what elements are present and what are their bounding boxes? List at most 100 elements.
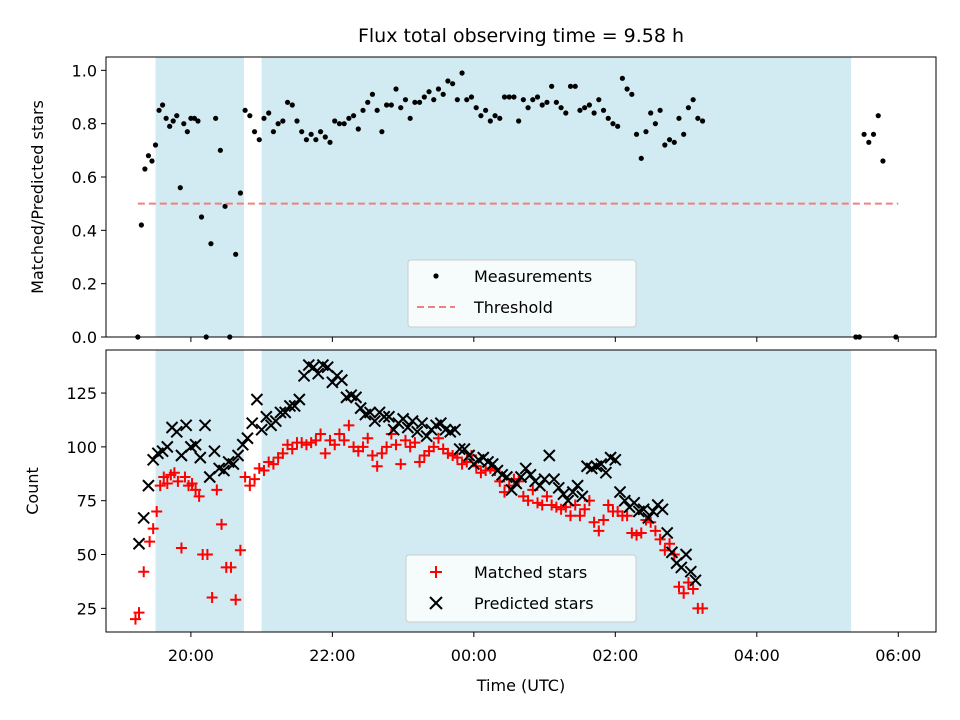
top-measurements-point-83 <box>506 94 512 100</box>
top-ytick-label-0: 0.0 <box>72 328 97 347</box>
top-measurements-point-92 <box>549 83 555 89</box>
top-measurements-point-38 <box>294 118 300 124</box>
bottom-predicted-stars-point-50 <box>368 414 382 428</box>
bottom-predicted-stars-point-20 <box>227 457 240 471</box>
top-measurements-point-121 <box>685 105 692 111</box>
bottom-predicted-stars-point-59 <box>411 425 424 439</box>
top-measurements-point-20 <box>208 241 214 247</box>
bottom-matched-stars-point-33 <box>267 458 279 470</box>
top-measurements-point-86 <box>520 97 526 103</box>
bottom-matched-stars-point-24 <box>225 561 237 573</box>
top-measurements-point-84 <box>511 94 517 100</box>
bottom-matched-stars-point-2 <box>138 566 150 578</box>
top-measurements-point-115 <box>657 107 663 113</box>
top-measurements-point-129 <box>870 131 877 137</box>
bottom-matched-stars-point-108 <box>621 510 633 522</box>
top-measurements-point-46 <box>332 118 338 124</box>
top-measurements-point-127 <box>861 131 867 137</box>
top-measurements-point-11 <box>174 113 180 119</box>
bottom-matched-stars-point-67 <box>428 441 440 453</box>
bottom-matched-stars-point-111 <box>635 527 647 539</box>
bottom-matched-stars-point-58 <box>385 428 397 440</box>
top-measurements-point-87 <box>525 105 531 111</box>
xtick-label-5: 06:00 <box>875 646 921 665</box>
top-measurements-point-28 <box>247 113 253 119</box>
top-measurements-point-14 <box>184 129 190 135</box>
bottom-predicted-stars-point-37 <box>307 361 320 374</box>
top-measurements-point-68 <box>435 86 442 92</box>
bottom-matched-stars-point-21 <box>211 484 223 496</box>
bottom-matched-stars-point-4 <box>147 523 159 535</box>
bottom-matched-stars-point-87 <box>522 495 534 507</box>
top-measurements-point-98 <box>577 107 583 113</box>
top-measurements-point-6 <box>156 107 162 113</box>
bottom-matched-stars-point-63 <box>409 437 421 449</box>
top-measurements-point-97 <box>572 83 578 89</box>
top-measurements-point-111 <box>638 155 644 161</box>
bottom-matched-stars-point-92 <box>546 499 558 511</box>
bottom-matched-stars-point-109 <box>626 527 638 539</box>
bottom-predicted-stars-point-107 <box>637 503 650 516</box>
bottom-predicted-stars-point-22 <box>236 438 249 451</box>
bottom-matched-stars-point-119 <box>673 581 685 593</box>
bottom-matched-stars-point-32 <box>263 456 275 468</box>
bottom-predicted-stars-point-83 <box>524 468 537 482</box>
legend-matched-label: Matched stars <box>474 563 587 582</box>
bottom-predicted-stars-point-47 <box>354 401 367 415</box>
top-measurements-point-93 <box>553 99 559 105</box>
top-measurements-point-99 <box>582 105 588 111</box>
top-measurements-point-40 <box>303 137 310 143</box>
bottom-ytick-label-0: 25 <box>77 599 97 618</box>
top-measurements-point-43 <box>317 129 324 135</box>
bottom-predicted-stars-point-13 <box>194 451 207 464</box>
top-measurements-point-5 <box>152 142 159 148</box>
bottom-predicted-stars-point-30 <box>274 406 287 419</box>
bottom-predicted-stars-point-34 <box>293 393 306 406</box>
bottom-predicted-stars-point-92 <box>566 485 580 499</box>
bottom-matched-stars-point-124 <box>697 602 709 614</box>
bottom-predicted-stars-point-54 <box>387 423 400 436</box>
top-measurements-point-2 <box>142 166 148 172</box>
bottom-matched-stars-point-64 <box>414 456 426 468</box>
xtick-label-1: 22:00 <box>309 646 355 665</box>
bottom-matched-stars-point-26 <box>234 544 246 556</box>
top-measurements-point-58 <box>388 102 394 108</box>
bottom-predicted-stars-point-23 <box>241 432 254 445</box>
bottom-matched-stars-point-52 <box>357 441 369 453</box>
bottom-matched-stars-point-57 <box>381 441 393 453</box>
bottom-matched-stars-point-16 <box>190 484 202 496</box>
top-measurements-point-76 <box>473 105 479 111</box>
bottom-matched-stars-point-114 <box>649 525 661 537</box>
bottom-matched-stars-point-73 <box>456 458 468 470</box>
bottom-matched-stars-point-29 <box>249 473 261 485</box>
top-measurements-point-67 <box>431 97 437 103</box>
bottom-predicted-stars-point-115 <box>675 561 688 574</box>
top-measurements-point-55 <box>374 107 380 113</box>
top-measurements-point-77 <box>478 113 484 119</box>
bottom-matched-stars-point-54 <box>366 449 378 461</box>
bottom-predicted-stars-point-60 <box>415 416 429 430</box>
bottom-predicted-stars-point-12 <box>189 438 202 451</box>
bottom-matched-stars-point-37 <box>286 443 298 455</box>
bottom-matched-stars-point-44 <box>319 447 331 459</box>
top-measurements-point-122 <box>690 97 696 103</box>
bottom-matched-stars-point-3 <box>144 536 156 548</box>
x-axis-label: Time (UTC) <box>476 676 565 695</box>
bottom-predicted-stars-point-112 <box>660 526 674 540</box>
top-measurements-point-100 <box>586 102 592 108</box>
bottom-predicted-stars-point-103 <box>618 494 631 507</box>
chart-title: Flux total observing time = 9.58 h <box>358 25 684 47</box>
bottom-matched-stars-point-90 <box>536 499 548 511</box>
bottom-predicted-stars-point-33 <box>288 399 301 413</box>
top-measurements-point-4 <box>149 158 155 164</box>
top-measurements-point-25 <box>233 251 239 257</box>
top-measurements-point-61 <box>402 97 409 103</box>
bottom-predicted-stars-point-53 <box>382 410 396 423</box>
top-measurements-point-56 <box>379 129 385 135</box>
bottom-matched-stars-point-53 <box>362 432 374 444</box>
bottom-matched-stars-point-46 <box>329 439 341 451</box>
top-measurements-point-79 <box>487 118 493 124</box>
bottom-matched-stars-point-115 <box>654 533 666 545</box>
top-measurements-point-16 <box>191 115 198 121</box>
bottom-matched-stars-point-122 <box>687 583 699 595</box>
